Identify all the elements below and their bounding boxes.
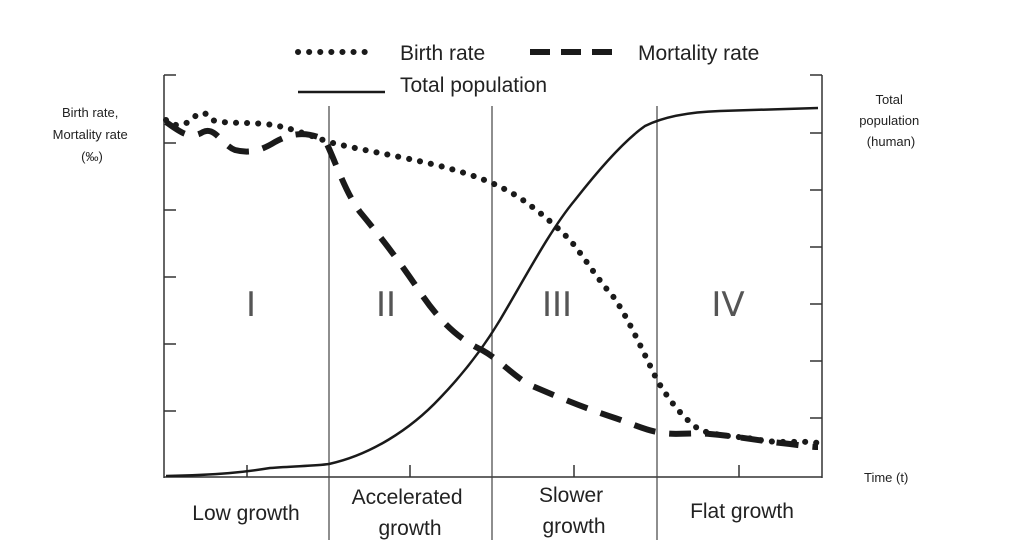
- stage-1-numeral: I: [246, 285, 256, 325]
- stage-1-label: Low growth: [192, 502, 299, 525]
- stage-3-label: Slower growth: [539, 484, 609, 538]
- stage-4-numeral: IV: [711, 285, 744, 325]
- right-axis-label: Total population (human): [859, 92, 923, 149]
- axes-frame: [163, 74, 823, 478]
- legend-birth-label: Birth rate: [400, 42, 485, 65]
- legend-mortality-label: Mortality rate: [638, 42, 759, 65]
- stage-2-label: Accelerated growth: [352, 486, 469, 540]
- stage-2-numeral: II: [376, 285, 396, 325]
- legend: Birth rate Mortality rate Total populati…: [295, 42, 759, 97]
- x-axis-label: Time (t): [864, 470, 908, 485]
- total-population-curve: [165, 106, 819, 478]
- left-axis-label: Birth rate, Mortality rate (‰): [53, 105, 132, 164]
- stage-4-label: Flat growth: [690, 500, 794, 523]
- mortality-rate-curve: [164, 119, 819, 450]
- stage-dividers: [328, 106, 658, 540]
- stage-3-numeral: III: [542, 285, 572, 325]
- legend-total-label: Total population: [400, 74, 547, 97]
- birth-rate-curve: [163, 110, 821, 446]
